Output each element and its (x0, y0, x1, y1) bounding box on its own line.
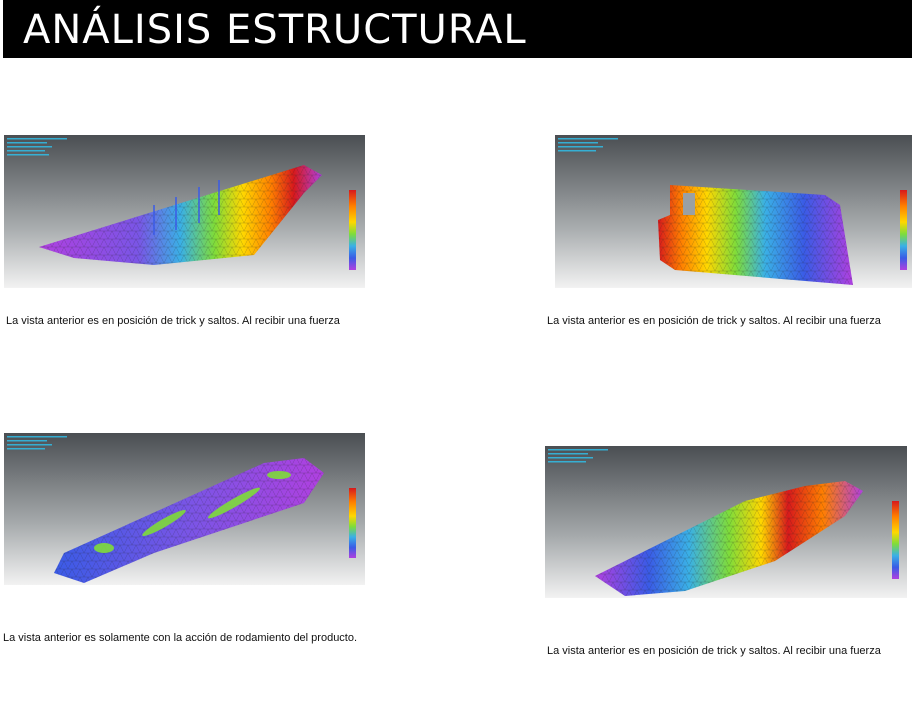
caption-3: La vista anterior es solamente con la ac… (3, 632, 358, 644)
caption-2: La vista anterior es en posición de tric… (547, 315, 881, 327)
caption-4: La vista anterior es en posición de tric… (547, 645, 881, 657)
caption-1: La vista anterior es en posición de tric… (6, 315, 340, 327)
title-bar: ANÁLISIS ESTRUCTURAL (3, 0, 912, 58)
analysis-image-2 (555, 135, 912, 288)
page-title: ANÁLISIS ESTRUCTURAL (23, 7, 527, 53)
analysis-image-4 (545, 446, 907, 598)
analysis-image-3 (4, 433, 365, 585)
analysis-image-1 (4, 135, 365, 288)
